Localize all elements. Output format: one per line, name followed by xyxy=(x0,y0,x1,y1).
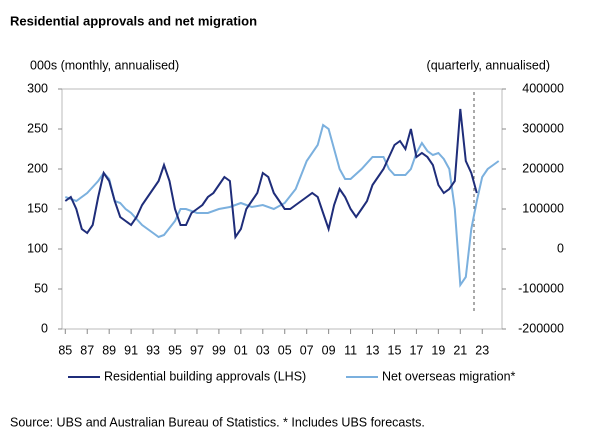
y-axis-label: 000s (monthly, annualised) xyxy=(30,58,179,72)
source-note: Source: UBS and Australian Bureau of Sta… xyxy=(10,415,425,429)
x-tick-label: 15 xyxy=(388,343,402,357)
x-tick-label: 89 xyxy=(102,343,116,357)
x-tick-label: 03 xyxy=(256,343,270,357)
x-tick-label: 99 xyxy=(212,343,226,357)
x-tick-label: 05 xyxy=(278,343,292,357)
y2-tick-label: 0 xyxy=(557,241,564,255)
series-line xyxy=(64,108,478,240)
y-tick-label: 0 xyxy=(41,321,48,335)
y2-tick-label: 200000 xyxy=(522,161,564,175)
y2-tick-label: 300000 xyxy=(522,121,564,135)
legend-label: Residential building approvals (LHS) xyxy=(104,369,306,383)
x-tick-label: 91 xyxy=(124,343,138,357)
y2-tick-label: 400000 xyxy=(522,81,564,95)
x-tick-label: 97 xyxy=(190,343,204,357)
x-tick-label: 21 xyxy=(453,343,467,357)
chart-title: Residential approvals and net migration xyxy=(10,13,257,28)
series-line xyxy=(64,123,500,288)
x-tick-label: 19 xyxy=(431,343,445,357)
x-tick-label: 87 xyxy=(80,343,94,357)
y2-axis-label: (quarterly, annualised) xyxy=(427,58,550,72)
x-tick-label: 11 xyxy=(344,343,357,357)
y-tick-label: 300 xyxy=(27,81,48,95)
x-tick-label: 93 xyxy=(146,343,160,357)
x-tick-label: 85 xyxy=(58,343,72,357)
y-tick-label: 150 xyxy=(27,201,48,215)
y2-tick-label: 100000 xyxy=(522,201,564,215)
x-tick-label: 13 xyxy=(366,343,380,357)
y2-tick-label: -100000 xyxy=(518,281,564,295)
y2-tick-label: -200000 xyxy=(518,321,564,335)
x-tick-label: 95 xyxy=(168,343,182,357)
x-tick-label: 07 xyxy=(300,343,314,357)
x-tick-label: 17 xyxy=(409,343,423,357)
y-tick-label: 50 xyxy=(34,281,48,295)
x-tick-label: 09 xyxy=(322,343,336,357)
y-tick-label: 250 xyxy=(27,121,48,135)
y-tick-label: 100 xyxy=(27,241,48,255)
x-tick-label: 23 xyxy=(475,343,489,357)
x-tick-label: 01 xyxy=(234,343,248,357)
y-tick-label: 200 xyxy=(27,161,48,175)
legend-label: Net overseas migration* xyxy=(382,369,516,383)
